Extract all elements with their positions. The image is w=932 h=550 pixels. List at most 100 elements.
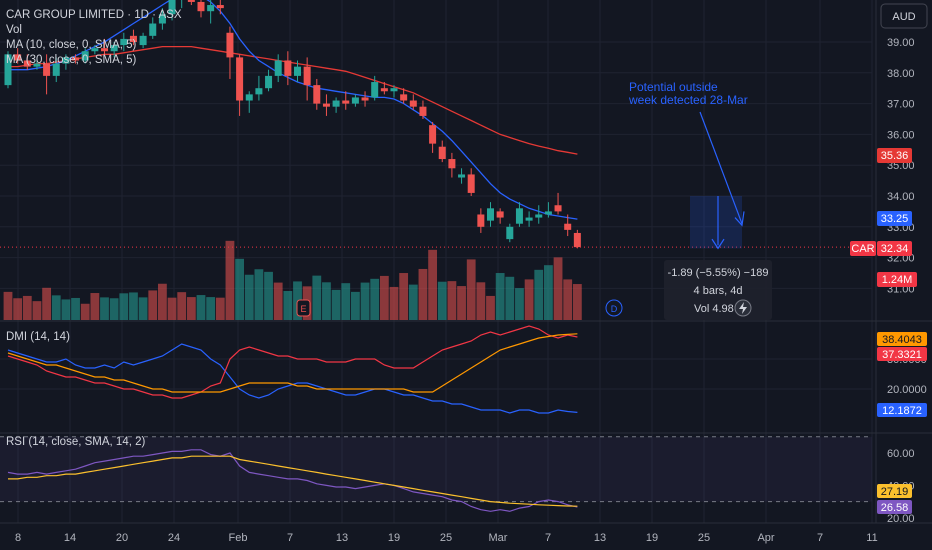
candle-body xyxy=(303,66,311,86)
volume-bar xyxy=(312,275,322,320)
volume-bar xyxy=(457,286,466,320)
volume-bar xyxy=(138,297,148,320)
rsi-tick-label: 20.00 xyxy=(887,513,915,525)
ma30-line xyxy=(8,45,578,155)
candles xyxy=(4,0,581,249)
y-tick-label: 39.00 xyxy=(887,37,915,49)
volume-bar xyxy=(544,265,553,320)
volume-bar xyxy=(370,278,380,320)
volume-bar xyxy=(71,297,80,320)
candle-body xyxy=(43,63,51,76)
ma30-label: MA (30, close, 0, SMA, 5) xyxy=(6,54,137,66)
x-tick-label: Feb xyxy=(229,532,248,544)
rsi-ma-line xyxy=(8,455,578,507)
candle-body xyxy=(274,60,282,76)
x-tick-label: 8 xyxy=(15,532,21,544)
ma10-badge-text: 33.25 xyxy=(881,213,909,225)
last-price-badge xyxy=(877,241,912,256)
volume-bars xyxy=(3,240,582,320)
symbol-badge-text: CAR xyxy=(851,243,874,255)
x-tick-label: 20 xyxy=(116,532,128,544)
candle-body xyxy=(158,14,166,24)
volume-bar xyxy=(408,284,418,320)
volume-bar xyxy=(437,281,447,320)
candle-body xyxy=(419,106,427,116)
volume-bar xyxy=(524,279,534,320)
candle-body xyxy=(448,159,456,169)
volume-bar xyxy=(495,273,505,320)
volume-bar xyxy=(447,281,457,320)
adx-badge xyxy=(877,332,927,346)
candle-body xyxy=(467,174,475,193)
x-tick-label: 19 xyxy=(388,532,400,544)
candle-body xyxy=(129,35,137,42)
volume-bar xyxy=(283,291,293,320)
ma30-badge xyxy=(877,148,912,163)
volume-bar xyxy=(215,297,225,320)
volume-bar xyxy=(13,298,23,320)
candle-body xyxy=(265,75,273,89)
candle-body xyxy=(139,35,147,46)
y-tick-label: 36.00 xyxy=(887,129,915,141)
plus-di-badge-text: 12.1872 xyxy=(882,405,922,417)
candle-body xyxy=(149,23,157,36)
volume-bar xyxy=(322,282,331,320)
volume-bar xyxy=(331,289,341,320)
x-tick-label: 11 xyxy=(866,532,877,544)
candle-body xyxy=(236,57,244,101)
x-tick-label: 7 xyxy=(545,532,551,544)
volume-bar xyxy=(476,282,486,320)
currency-button[interactable] xyxy=(880,3,928,29)
volume-bar xyxy=(80,303,90,320)
volume-bar xyxy=(379,275,389,320)
volume-bar xyxy=(360,282,370,320)
rsi-badge xyxy=(877,500,912,514)
volume-bar xyxy=(177,292,187,320)
measure-box xyxy=(690,196,742,249)
earnings-marker-icon[interactable] xyxy=(296,299,311,317)
volume-bar xyxy=(273,282,283,320)
volume-bar xyxy=(3,291,13,320)
x-tick-label: 25 xyxy=(698,532,710,544)
candle-body xyxy=(554,205,562,212)
y-tick-label: 38.00 xyxy=(887,68,915,80)
volume-bar xyxy=(264,271,273,320)
ma30-badge-text: 35.36 xyxy=(881,150,909,162)
volume-bar xyxy=(486,295,495,320)
x-tick-label: 7 xyxy=(817,532,823,544)
candle-body xyxy=(294,66,301,76)
volume-bar xyxy=(119,293,129,320)
candle-body xyxy=(33,63,41,67)
candle-body xyxy=(371,82,379,98)
y-tick-label: 37.00 xyxy=(887,99,915,111)
annotation-line2: week detected 28-Mar xyxy=(628,93,748,107)
dividend-marker-icon[interactable] xyxy=(605,299,623,317)
candle-body xyxy=(197,1,205,12)
x-tick-label: 13 xyxy=(594,532,606,544)
symbol-badge xyxy=(850,241,876,256)
volume-bar xyxy=(167,297,177,320)
y-tick-label: 35.00 xyxy=(887,160,915,172)
minus-di-badge-text: 37.3321 xyxy=(882,349,922,361)
dmi-minus-line xyxy=(7,325,578,399)
volume-bar xyxy=(196,295,206,320)
plus-di-badge xyxy=(877,403,927,417)
ma10-badge xyxy=(877,211,912,226)
rsi-ma-badge-text: 27.19 xyxy=(881,486,909,498)
candle-body xyxy=(438,146,446,160)
candle-body xyxy=(390,88,398,92)
volume-bar xyxy=(341,283,351,320)
measure-bars: 4 bars, 4d xyxy=(694,285,743,297)
candle-body xyxy=(72,57,80,61)
adx-line xyxy=(7,333,578,393)
volume-bar xyxy=(206,297,216,320)
rsi-label: RSI (14, close, SMA, 14, 2) xyxy=(6,436,146,448)
candle-body xyxy=(409,100,417,107)
rsi-line xyxy=(7,449,578,512)
candle-body xyxy=(62,57,70,64)
volume-badge xyxy=(877,272,917,287)
annotation-arrowhead xyxy=(734,211,745,227)
